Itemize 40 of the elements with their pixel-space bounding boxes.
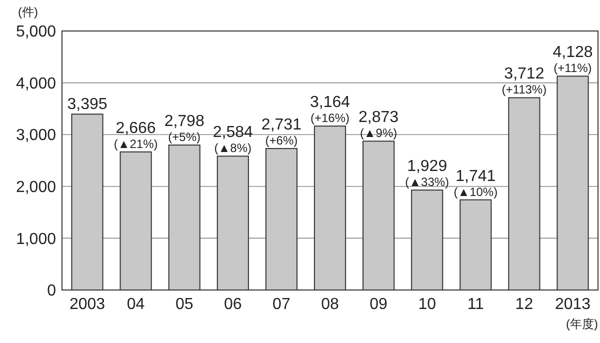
x-tick-label: 04 [126,296,145,313]
annotation: (+6%) [265,134,298,148]
data-label: 3,712 [504,66,544,83]
annotation: (+5%) [168,130,201,144]
data-label: 4,128 [552,44,593,62]
x-tick-label: 07 [272,296,290,313]
x-tick-label: 06 [224,296,242,313]
data-label: 3,395 [67,96,108,114]
annotation: (▲9%) [360,126,398,140]
data-label: 2,798 [164,113,204,130]
annotation: (+113%) [502,82,547,97]
y-tick-label: 2,000 [16,179,56,196]
data-label: 2,584 [212,124,254,142]
annotation: (▲8%) [214,141,252,156]
x-axis-title: (年度) [566,317,598,331]
data-label: 1,741 [456,168,496,185]
x-tick-label: 08 [321,296,339,313]
y-tick-label: 3,000 [16,127,56,144]
data-label: 2,873 [358,109,399,126]
x-tick-label: 10 [418,296,436,313]
x-tick-label: 05 [175,296,194,313]
x-tick-label: 11 [467,296,484,313]
annotation: (+11%) [554,61,592,76]
y-tick-label: 4,000 [16,75,56,92]
x-tick-label: 2003 [69,296,106,313]
x-tick-label: 09 [370,296,388,313]
x-tick-label: 2013 [554,296,591,313]
x-tick-label: 12 [515,296,534,313]
y-tick-label: 1,000 [16,230,56,248]
data-label: 2,666 [116,120,156,137]
y-axis-title: (件) [18,5,38,19]
annotation: (▲33%) [405,175,450,190]
annotation: (▲21%) [114,136,158,151]
y-tick-label: 5,000 [16,24,56,41]
data-label: 1,929 [407,158,448,176]
y-tick-label: 0 [47,282,56,300]
data-label: 2,731 [261,116,302,134]
annotation: (▲10%) [454,184,498,199]
data-label: 3,164 [310,94,350,112]
annotation: (+16%) [310,111,350,126]
